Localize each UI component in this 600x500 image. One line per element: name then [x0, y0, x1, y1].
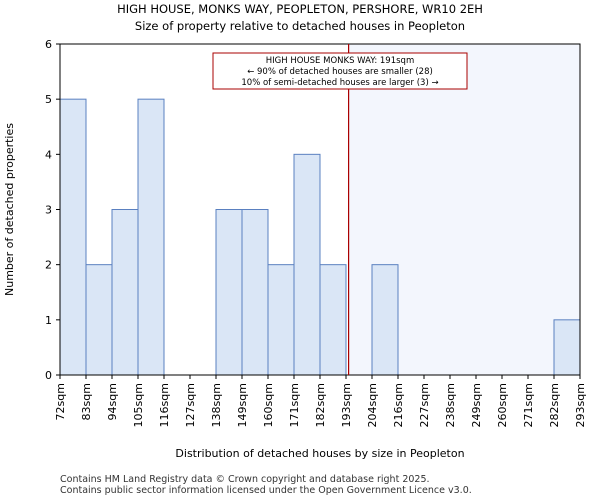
bar [59, 98, 87, 376]
x-tick-label: 116sqm [158, 383, 171, 427]
x-tick-label: 72sqm [54, 383, 67, 420]
annotation-box: HIGH HOUSE MONKS WAY: 191sqm ← 90% of de… [212, 52, 468, 90]
bar [319, 264, 347, 376]
bar [267, 264, 295, 376]
x-tick-label: 171sqm [288, 383, 301, 427]
x-tick-label: 271sqm [522, 383, 535, 427]
x-tick-label: 238sqm [444, 383, 457, 427]
y-tick-label: 1 [45, 314, 52, 327]
x-tick-label: 249sqm [470, 383, 483, 427]
y-tick-labels: 0 1 2 3 4 5 6 [45, 38, 60, 382]
y-tick-label: 6 [45, 38, 52, 51]
y-tick-label: 0 [45, 369, 52, 382]
annotation-line-2: ← 90% of detached houses are smaller (28… [247, 67, 433, 77]
x-tick-label: 83sqm [80, 383, 93, 420]
x-tick-label: 94sqm [106, 383, 119, 420]
bar [293, 153, 321, 376]
bar [215, 209, 243, 376]
bars-layer [59, 98, 581, 376]
annotation-frame [212, 52, 468, 90]
x-tick-labels: 72sqm 83sqm 94sqm 105sqm 116sqm 127sqm 138sqm 1… [54, 375, 587, 427]
y-tick-label: 4 [45, 148, 52, 161]
footer-copyright: Contains HM Land Registry data © Crown c… [60, 474, 430, 485]
x-tick-label: 105sqm [132, 383, 145, 427]
bar [553, 319, 581, 376]
chart-title: Size of property relative to detached ho… [134, 19, 466, 33]
x-tick-label: 127sqm [184, 383, 197, 427]
bar [371, 264, 399, 376]
annotation-line-3: 10% of semi-detached houses are larger (… [241, 78, 438, 88]
y-tick-label: 3 [45, 204, 52, 217]
x-tick-label: 149sqm [236, 383, 249, 427]
chart-title-address: HIGH HOUSE, MONKS WAY, PEOPLETON, PERSHO… [117, 2, 483, 16]
bar [137, 98, 165, 376]
x-tick-label: 293sqm [574, 383, 587, 427]
x-tick-label: 138sqm [210, 383, 223, 427]
x-tick-label: 282sqm [548, 383, 561, 427]
annotation-line-1: HIGH HOUSE MONKS WAY: 191sqm [266, 56, 414, 66]
x-tick-label: 216sqm [392, 383, 405, 427]
x-tick-label: 204sqm [366, 383, 379, 427]
y-tick-label: 5 [45, 93, 52, 106]
x-tick-label: 182sqm [314, 383, 327, 427]
x-axis-label: Distribution of detached houses by size … [175, 447, 464, 460]
y-tick-label: 2 [45, 259, 52, 272]
x-tick-label: 260sqm [496, 383, 509, 427]
x-tick-label: 227sqm [418, 383, 431, 427]
x-tick-label: 193sqm [340, 383, 353, 427]
y-axis-label: Number of detached properties [3, 123, 16, 296]
bar [111, 209, 139, 376]
bar [241, 209, 269, 376]
footer-licence: Contains public sector information licen… [60, 485, 472, 496]
x-tick-label: 160sqm [262, 383, 275, 427]
bar [85, 264, 113, 376]
